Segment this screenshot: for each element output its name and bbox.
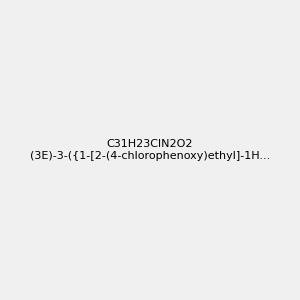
Text: C31H23ClN2O2
(3E)-3-({1-[2-(4-chlorophenoxy)ethyl]-1H...: C31H23ClN2O2 (3E)-3-({1-[2-(4-chlorophen… xyxy=(30,139,270,161)
